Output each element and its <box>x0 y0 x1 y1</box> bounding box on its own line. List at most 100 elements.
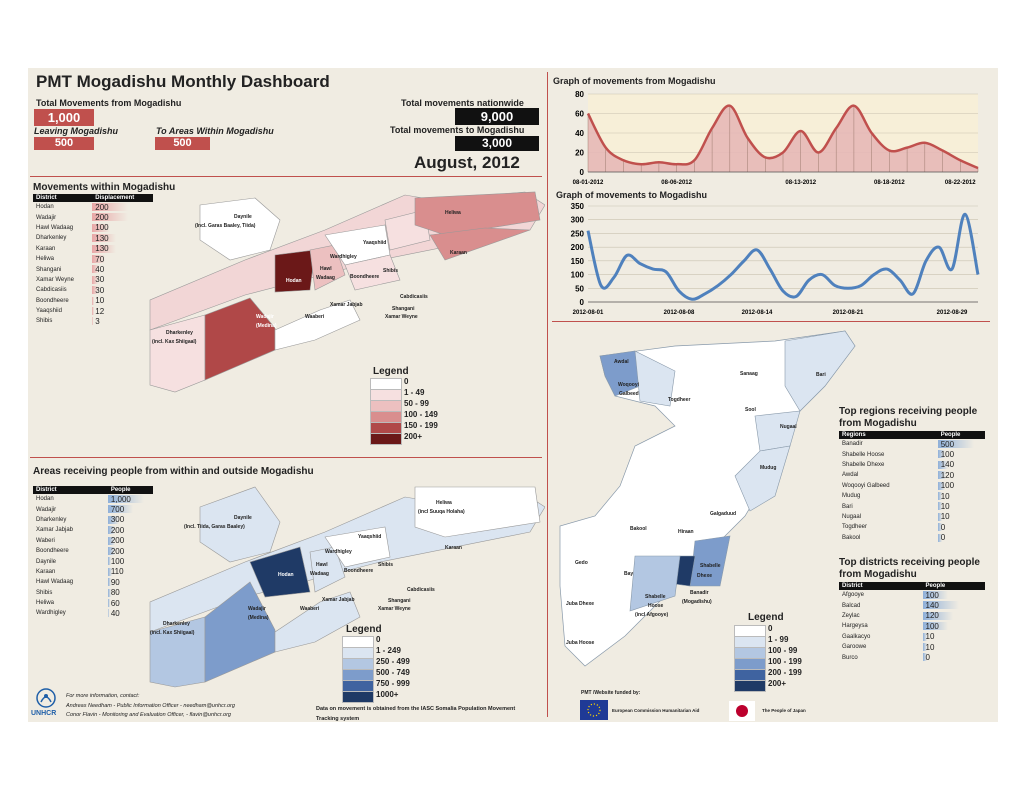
map-red-heliwa <box>414 191 541 236</box>
map-blue-waaberi <box>274 591 361 653</box>
receiving-table-value: 90 <box>107 577 153 587</box>
somalia-label-bay: Bay <box>624 571 634 577</box>
receiving-col-district: District <box>33 486 108 494</box>
receiving-table-bar <box>107 546 116 555</box>
map-red-label-daynile: Daynile <box>234 214 252 220</box>
receiving-table-row: Wardhigley 40 <box>33 608 153 618</box>
regions-table-value-text: 100 <box>940 450 955 460</box>
receiving-col-people: People <box>107 486 153 494</box>
chart-1-xtick: 2012-08-21 <box>833 310 864 316</box>
receiving-table-name: Boondheere <box>36 548 69 555</box>
chart-1-ytick: 50 <box>575 284 584 293</box>
map-red-hawl-wadaag <box>309 244 346 291</box>
districts-table-name: Gaalkacyo <box>842 633 871 640</box>
receiving-table-bar <box>107 598 110 607</box>
within-table-value-text: 30 <box>95 285 105 295</box>
receiving-legend-label: 250 - 499 <box>376 657 410 666</box>
regions-table-row: Banadir 500 <box>839 439 985 449</box>
within-table-value-text: 130 <box>95 244 109 254</box>
within-legend-label: 50 - 99 <box>404 399 429 408</box>
map-blue-label-heliwa: Heliwa <box>436 500 452 506</box>
receiving-table-name: Dharkenley <box>36 516 67 523</box>
map-blue-label-shangani: Shangani <box>388 598 411 604</box>
regions-table-value-text: 0 <box>940 533 946 543</box>
receiving-table: District People Hodan 1,000 Wadajir 700 Dhar… <box>33 486 153 619</box>
within-table-value: 30 <box>92 275 153 285</box>
unhcr-logo-icon <box>36 688 56 708</box>
receiving-table-bar <box>107 588 111 597</box>
chart-1-ytick: 0 <box>580 298 585 307</box>
somalia-label-shabelle-dhexe1: Shabelle <box>700 563 721 569</box>
within-table-row: Cabdicasiis 30 <box>33 285 153 295</box>
within-table-bar <box>92 244 116 253</box>
chart-1-xtick: 2012-08-14 <box>742 310 773 316</box>
districts-table-value: 100 <box>922 621 985 631</box>
receiving-legend-label: 1000+ <box>376 690 399 699</box>
receiving-table-row: Heliwa 60 <box>33 598 153 608</box>
receiving-legend-label: 750 - 999 <box>376 679 410 688</box>
chart-1-ytick: 100 <box>571 271 585 280</box>
divider-right-mid <box>552 321 990 322</box>
map-blue-label-hawl: Hawl <box>316 562 328 568</box>
regions-table-row: Mudug 10 <box>839 491 985 501</box>
receiving-table-name: Daynile <box>36 558 57 565</box>
regions-table-value: 100 <box>937 449 985 460</box>
within-title: Movements within Mogadishu <box>33 182 176 193</box>
within-table-value-text: 70 <box>95 254 105 264</box>
regions-title: Top regions receiving people from Mogadi… <box>839 406 978 429</box>
districts-table-value: 0 <box>922 652 985 662</box>
map-blue-label-hodan: Hodan <box>278 572 294 578</box>
within-table-row: Xamar Weyne 30 <box>33 275 153 285</box>
receiving-table-value-text: 200 <box>110 525 125 535</box>
map-red-boondheere <box>344 254 401 291</box>
regions-table-name: Banadir <box>842 441 863 448</box>
receiving-table-bar <box>107 505 134 514</box>
somalia-legend-label: 100 - 99 <box>768 646 798 655</box>
chart-to-mogadishu: 0 50 100 150 200 250 300 350 2012-08-01 2012-08-0… <box>571 202 980 316</box>
map-blue-label-shibis: Shibis <box>378 562 394 568</box>
within-table-bar <box>92 286 98 295</box>
regions-table-name: Bakool <box>842 534 861 541</box>
receiving-legend-label: 500 - 749 <box>376 668 410 677</box>
regions-table-value: 10 <box>937 491 985 501</box>
chart-from-mogadishu: 0 20 40 60 80 08-01-2012 08-06-2012 08-13-2012 0… <box>573 90 979 186</box>
total-from-label: Total Movements from Mogadishu <box>36 98 182 108</box>
somalia-woqooyi-galbeed <box>634 350 676 407</box>
districts-table-row: Balcad 140 <box>839 600 985 610</box>
funded-by: PMT /Website funded by: <box>581 690 641 696</box>
somalia-map <box>559 330 856 667</box>
regions-table-bar <box>937 523 942 532</box>
somalia-label-woqooyi: Woqooyi <box>618 382 640 388</box>
chart-0-ytick: 20 <box>575 149 584 158</box>
somalia-label-juba-dhexe: Juba Dhexe <box>566 601 595 607</box>
somalia-label-galbeed: Galbeed <box>619 391 639 397</box>
receiving-table-value: 700 <box>107 504 153 515</box>
map-red-label-yaaqshiid: Yaaqshiid <box>363 240 387 246</box>
chart-1-ytick: 200 <box>571 243 585 252</box>
receiving-table-name: Karaan <box>36 568 56 575</box>
map-blue-dharkenley-west <box>149 616 206 688</box>
receiving-table-value-text: 80 <box>110 588 120 598</box>
regions-table-value: 10 <box>937 512 985 522</box>
chart-0-xtick: 08-22-2012 <box>945 180 976 186</box>
map-red-label-cabdicasiis: Cabdicasiis <box>400 294 428 300</box>
districts-table-value: 10 <box>922 642 985 652</box>
receiving-table-row: Xamar Jabjab 200 <box>33 525 153 535</box>
within-table-name: Xamar Weyne <box>36 276 74 283</box>
map-red-label-wadajir-sub: (Medina) <box>256 323 277 329</box>
regions-table-name: Bari <box>842 503 853 510</box>
districts-title: Top districts receiving people from Moga… <box>839 557 980 580</box>
regions-table-name: Mudug <box>842 493 861 500</box>
total-from-value: 1,000 <box>34 109 94 126</box>
receiving-legend-title: Legend <box>346 624 382 635</box>
regions-table-row: Bari 10 <box>839 501 985 511</box>
receiving-table-value-text: 700 <box>110 505 125 515</box>
districts-table-value: 140 <box>922 600 985 610</box>
japan-flag-icon <box>729 701 755 721</box>
receiving-table-name: Wardhigley <box>36 610 66 617</box>
map-blue-label-wadaag: Wadaag <box>310 571 329 577</box>
within-table-bar <box>92 265 100 274</box>
within-table-name: Boondheere <box>36 297 69 304</box>
within-table-row: Wadajir 200 <box>33 212 153 222</box>
chart-0-ytick: 40 <box>575 129 584 138</box>
